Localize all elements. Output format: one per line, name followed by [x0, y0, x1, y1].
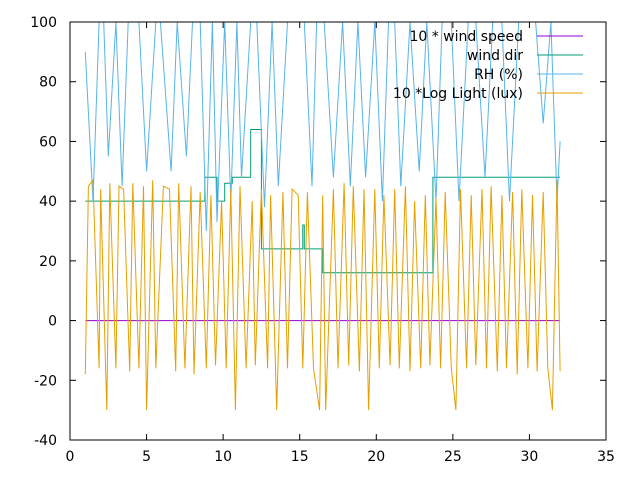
- legend: 10 * wind speed wind dir RH (%) 10 *Log …: [393, 29, 583, 102]
- x-tick-label: 25: [444, 449, 462, 465]
- legend-label-rh: RH (%): [474, 67, 523, 83]
- y-tick-labels: -40 -20 0 20 40 60 80 100: [30, 15, 57, 449]
- x-tick-label: 5: [142, 449, 151, 465]
- y-tick-label: 80: [39, 75, 57, 91]
- series-log-light: [84, 178, 561, 411]
- y-tick-label: 40: [39, 194, 57, 210]
- y-tick-label: 60: [39, 134, 57, 150]
- y-tick-label: 0: [48, 314, 57, 330]
- x-tick-label: 15: [291, 449, 309, 465]
- legend-label-wind-dir: wind dir: [467, 48, 523, 64]
- x-tick-label: 0: [66, 449, 75, 465]
- y-tick-label: -20: [34, 373, 57, 389]
- x-tick-label: 20: [367, 449, 385, 465]
- x-tick-label: 10: [214, 449, 232, 465]
- x-tick-label: 30: [521, 449, 539, 465]
- y-tick-label: 100: [30, 15, 57, 31]
- y-tick-label: -40: [34, 433, 57, 449]
- series-layer: [84, 21, 561, 411]
- x-tick-labels: 0 5 10 15 20 25 30 35: [66, 449, 615, 465]
- y-tick-label: 20: [39, 254, 57, 270]
- x-tick-label: 35: [597, 449, 615, 465]
- ticks-layer: [69, 21, 607, 441]
- legend-label-wind-speed: 10 * wind speed: [409, 29, 523, 45]
- legend-label-log-light: 10 *Log Light (lux): [393, 86, 523, 102]
- plot-frame: [69, 21, 607, 441]
- series-rh: [84, 21, 561, 232]
